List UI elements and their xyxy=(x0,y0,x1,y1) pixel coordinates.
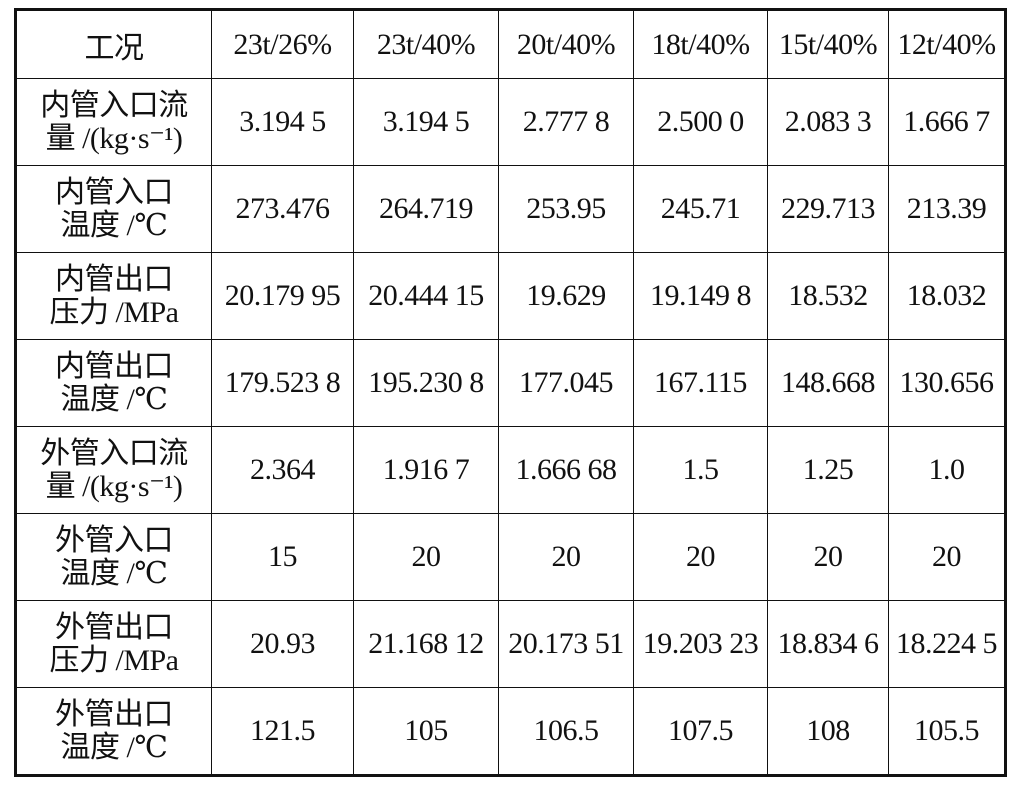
table-cell: 253.95 xyxy=(498,165,634,253)
row-label-line: 外管入口流 xyxy=(40,437,188,470)
table-row: 外管出口 温度 /℃ 121.5 105 106.5 107.5 108 105.5 xyxy=(15,687,1006,776)
table-cell: 1.0 xyxy=(888,426,1006,514)
table-cell: 177.045 xyxy=(498,339,634,427)
data-table: 工况 23t/26% 23t/40% 20t/40% 18t/40% 15t/40% 12t… xyxy=(14,8,1007,777)
table-cell: 229.713 xyxy=(767,165,889,253)
table-cell: 167.115 xyxy=(633,339,768,427)
table-cell: 20.179 95 xyxy=(211,252,354,340)
table-cell: 148.668 xyxy=(767,339,889,427)
table-cell: 18.224 5 xyxy=(888,600,1006,688)
table-cell: 18.032 xyxy=(888,252,1006,340)
table-row: 内管入口 温度 /℃ 273.476 264.719 253.95 245.71 229.7… xyxy=(15,165,1006,253)
row-label-line: 内管入口流 xyxy=(40,89,188,122)
row-label-line: 外管入口 xyxy=(55,524,174,557)
row-label-line: 量 /(kg·s⁻¹) xyxy=(45,470,183,503)
row-label-line: 压力 /MPa xyxy=(49,296,179,329)
header-cell: 18t/40% xyxy=(633,9,768,79)
row-label: 外管入口流量 /(kg·s⁻¹) xyxy=(15,426,212,514)
table-cell: 20 xyxy=(498,513,634,601)
table-cell: 130.656 xyxy=(888,339,1006,427)
header-row: 工况 23t/26% 23t/40% 20t/40% 18t/40% 15t/40% 12t… xyxy=(15,9,1006,79)
table-cell: 2.777 8 xyxy=(498,78,634,166)
table-cell: 2.083 3 xyxy=(767,78,889,166)
table-cell: 213.39 xyxy=(888,165,1006,253)
table-cell: 3.194 5 xyxy=(353,78,499,166)
table-cell: 105 xyxy=(353,687,499,776)
row-label-line: 内管出口 xyxy=(55,263,174,296)
table-cell: 1.25 xyxy=(767,426,889,514)
row-label: 内管出口 温度 /℃ xyxy=(15,339,212,427)
header-cell: 工况 xyxy=(15,9,212,79)
row-label: 内管入口流量 /(kg·s⁻¹) xyxy=(15,78,212,166)
header-cell: 23t/40% xyxy=(353,9,499,79)
table-cell: 1.916 7 xyxy=(353,426,499,514)
table-row: 内管出口 温度 /℃ 179.523 8 195.230 8 177.045 167.11… xyxy=(15,339,1006,427)
table-cell: 2.500 0 xyxy=(633,78,768,166)
table-cell: 21.168 12 xyxy=(353,600,499,688)
table-cell: 18.532 xyxy=(767,252,889,340)
row-label-line: 温度 /℃ xyxy=(60,557,168,590)
table-cell: 20 xyxy=(633,513,768,601)
table-cell: 179.523 8 xyxy=(211,339,354,427)
table-cell: 20.173 51 xyxy=(498,600,634,688)
table-cell: 1.666 68 xyxy=(498,426,634,514)
table-cell: 20 xyxy=(888,513,1006,601)
table-cell: 2.364 xyxy=(211,426,354,514)
header-cell: 12t/40% xyxy=(888,9,1006,79)
row-label: 外管出口 温度 /℃ xyxy=(15,687,212,776)
table-cell: 195.230 8 xyxy=(353,339,499,427)
row-label-line: 温度 /℃ xyxy=(60,209,168,242)
table-cell: 264.719 xyxy=(353,165,499,253)
table-body: 工况 23t/26% 23t/40% 20t/40% 18t/40% 15t/40% 12t… xyxy=(15,9,1006,776)
table-cell: 105.5 xyxy=(888,687,1006,776)
table-row: 外管出口 压力 /MPa 20.93 21.168 12 20.173 51 19.203… xyxy=(15,600,1006,688)
table-cell: 15 xyxy=(211,513,354,601)
row-label: 外管出口 压力 /MPa xyxy=(15,600,212,688)
table-cell: 106.5 xyxy=(498,687,634,776)
header-cell: 20t/40% xyxy=(498,9,634,79)
row-label-line: 外管出口 xyxy=(55,611,174,644)
header-cell: 15t/40% xyxy=(767,9,889,79)
table-row: 外管入口 温度 /℃ 15 20 20 20 20 20 xyxy=(15,513,1006,601)
table-cell: 19.629 xyxy=(498,252,634,340)
table-cell: 273.476 xyxy=(211,165,354,253)
table-cell: 3.194 5 xyxy=(211,78,354,166)
row-label-line: 内管出口 xyxy=(55,350,174,383)
table-cell: 18.834 6 xyxy=(767,600,889,688)
table-cell: 107.5 xyxy=(633,687,768,776)
table-cell: 20 xyxy=(767,513,889,601)
table-cell: 19.149 8 xyxy=(633,252,768,340)
table-cell: 245.71 xyxy=(633,165,768,253)
table-cell: 20.93 xyxy=(211,600,354,688)
row-label-line: 量 /(kg·s⁻¹) xyxy=(45,122,183,155)
table-cell: 20.444 15 xyxy=(353,252,499,340)
row-label-line: 压力 /MPa xyxy=(49,644,179,677)
table-row: 内管入口流量 /(kg·s⁻¹) 3.194 5 3.194 5 2.777 8 2.5… xyxy=(15,78,1006,166)
row-label-line: 温度 /℃ xyxy=(60,731,168,764)
row-label: 外管入口 温度 /℃ xyxy=(15,513,212,601)
table-cell: 19.203 23 xyxy=(633,600,768,688)
header-cell: 23t/26% xyxy=(211,9,354,79)
table-row: 外管入口流量 /(kg·s⁻¹) 2.364 1.916 7 1.666 68 1.5 1… xyxy=(15,426,1006,514)
table-cell: 108 xyxy=(767,687,889,776)
row-label-line: 外管出口 xyxy=(55,698,174,731)
table-cell: 20 xyxy=(353,513,499,601)
row-label-line: 内管入口 xyxy=(55,176,174,209)
table-cell: 121.5 xyxy=(211,687,354,776)
table-cell: 1.5 xyxy=(633,426,768,514)
table-row: 内管出口 压力 /MPa 20.179 95 20.444 15 19.629 19.14… xyxy=(15,252,1006,340)
table-cell: 1.666 7 xyxy=(888,78,1006,166)
row-label-line: 温度 /℃ xyxy=(60,383,168,416)
row-label: 内管入口 温度 /℃ xyxy=(15,165,212,253)
row-label: 内管出口 压力 /MPa xyxy=(15,252,212,340)
